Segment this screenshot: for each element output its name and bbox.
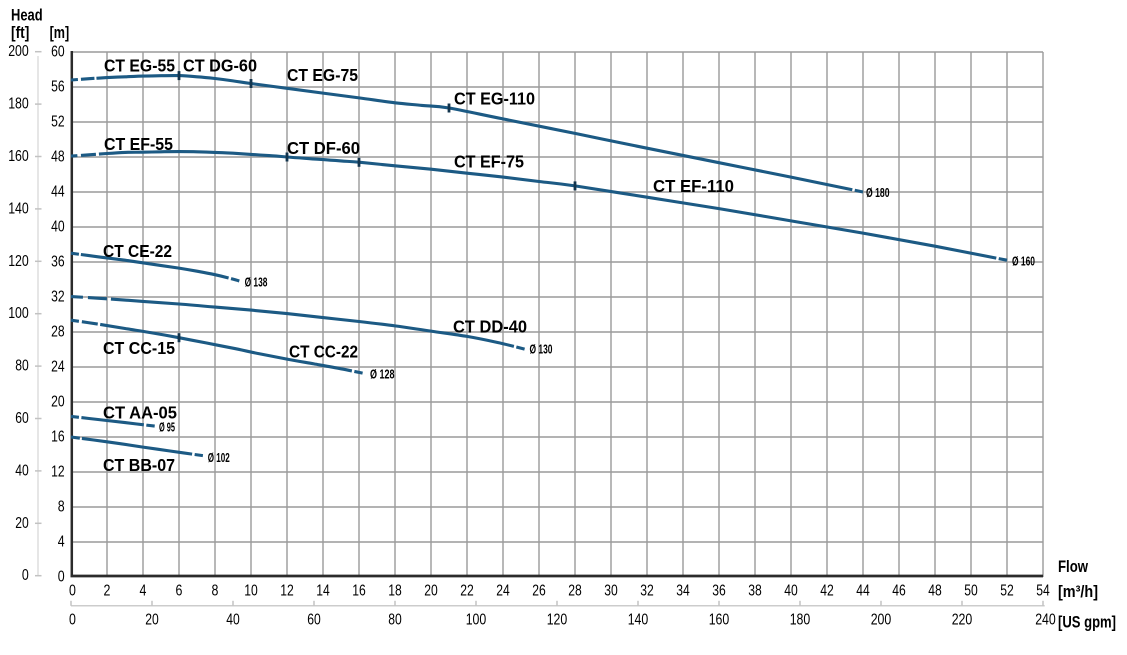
svg-text:Head: Head [11,6,43,24]
svg-text:2: 2 [104,582,111,599]
svg-text:44: 44 [51,184,65,201]
svg-text:60: 60 [15,410,29,427]
svg-text:220: 220 [952,611,973,628]
svg-text:CT EG-55: CT EG-55 [104,56,175,76]
svg-text:160: 160 [709,611,730,628]
svg-text:4: 4 [140,582,147,599]
svg-text:16: 16 [352,582,366,599]
svg-text:42: 42 [820,582,834,599]
svg-text:100: 100 [466,611,487,628]
svg-text:[m]: [m] [50,24,70,42]
svg-text:52: 52 [51,114,65,131]
svg-text:200: 200 [871,611,892,628]
svg-text:38: 38 [748,582,762,599]
svg-text:CT EF-75: CT EF-75 [454,152,524,172]
svg-text:80: 80 [15,358,29,375]
svg-text:Ø 180: Ø 180 [866,185,890,200]
svg-text:20: 20 [145,611,159,628]
svg-text:180: 180 [790,611,811,628]
svg-text:CT DF-60: CT DF-60 [287,138,360,158]
svg-text:46: 46 [892,582,906,599]
svg-text:20: 20 [424,582,438,599]
svg-text:60: 60 [51,44,65,61]
svg-text:120: 120 [547,611,568,628]
svg-text:20: 20 [51,394,65,411]
svg-text:240: 240 [1035,611,1056,628]
svg-text:34: 34 [676,582,690,599]
svg-text:CT BB-07: CT BB-07 [103,455,175,475]
svg-text:24: 24 [51,359,65,376]
svg-text:0: 0 [58,569,65,586]
svg-text:54: 54 [1036,582,1050,599]
svg-text:22: 22 [460,582,474,599]
svg-text:Ø 160: Ø 160 [1012,254,1035,269]
svg-text:40: 40 [226,611,240,628]
svg-text:[ft]: [ft] [11,24,29,42]
svg-text:CT CC-15: CT CC-15 [103,338,175,358]
svg-text:CT CE-22: CT CE-22 [103,241,172,261]
svg-text:50: 50 [964,582,978,599]
svg-text:6: 6 [176,582,183,599]
svg-text:12: 12 [280,582,294,599]
svg-text:20: 20 [15,515,29,532]
svg-text:32: 32 [640,582,654,599]
svg-text:30: 30 [604,582,618,599]
svg-text:80: 80 [388,611,402,628]
svg-text:[US gpm]: [US gpm] [1058,614,1116,632]
svg-text:0: 0 [22,567,29,584]
svg-text:180: 180 [8,96,29,113]
svg-text:48: 48 [928,582,942,599]
svg-text:Ø 130: Ø 130 [530,341,553,356]
svg-text:36: 36 [51,254,65,271]
svg-text:8: 8 [58,499,65,516]
svg-text:26: 26 [532,582,546,599]
svg-text:CT DG-60: CT DG-60 [183,56,257,76]
svg-text:Flow: Flow [1058,558,1088,576]
svg-text:44: 44 [856,582,870,599]
svg-text:CT CC-22: CT CC-22 [289,342,358,362]
svg-text:8: 8 [212,582,219,599]
svg-text:CT EF-110: CT EF-110 [653,176,734,196]
svg-text:36: 36 [712,582,726,599]
svg-text:Ø 138: Ø 138 [245,275,268,290]
svg-text:28: 28 [568,582,582,599]
svg-text:40: 40 [15,462,29,479]
svg-text:140: 140 [628,611,649,628]
svg-text:32: 32 [51,289,65,306]
svg-text:Ø 95: Ø 95 [159,420,175,435]
svg-text:Ø 102: Ø 102 [208,450,230,465]
svg-text:24: 24 [496,582,510,599]
svg-text:28: 28 [51,324,65,341]
svg-text:CT DD-40: CT DD-40 [453,317,527,337]
svg-text:56: 56 [51,79,65,96]
svg-text:140: 140 [8,200,29,217]
svg-text:CT AA-05: CT AA-05 [103,403,177,423]
svg-text:14: 14 [316,582,330,599]
svg-text:[m³/h]: [m³/h] [1058,583,1098,601]
svg-text:100: 100 [8,305,29,322]
svg-text:48: 48 [51,149,65,166]
svg-text:0: 0 [69,611,76,628]
svg-text:10: 10 [244,582,258,599]
svg-text:CT EF-55: CT EF-55 [104,134,173,154]
svg-text:0: 0 [69,582,76,599]
svg-text:4: 4 [58,534,65,551]
svg-text:16: 16 [51,429,65,446]
svg-text:CT EG-75: CT EG-75 [287,65,358,85]
svg-text:40: 40 [51,219,65,236]
svg-text:18: 18 [388,582,402,599]
svg-text:52: 52 [1000,582,1014,599]
svg-text:40: 40 [784,582,798,599]
svg-text:CT EG-110: CT EG-110 [454,89,535,109]
svg-text:12: 12 [51,464,65,481]
svg-text:200: 200 [8,43,29,60]
svg-text:160: 160 [8,148,29,165]
svg-text:120: 120 [8,253,29,270]
svg-text:60: 60 [307,611,321,628]
svg-text:Ø 128: Ø 128 [370,367,395,382]
